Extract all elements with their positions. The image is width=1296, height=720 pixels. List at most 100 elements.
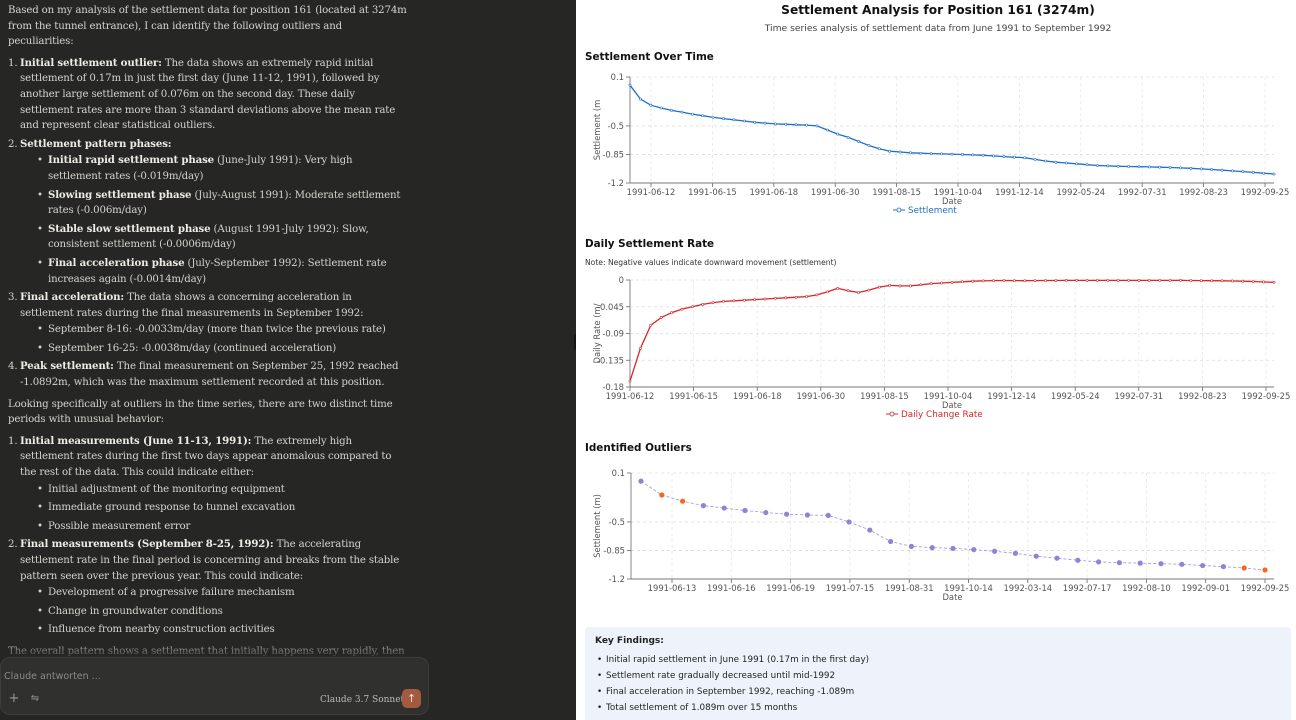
numbered-item: 1. Initial measurements (June 11-13, 1991… xyxy=(8,434,408,535)
data-point xyxy=(742,298,746,302)
data-point xyxy=(1002,279,1006,282)
x-tick-label: 1992-05-24 xyxy=(1051,391,1100,401)
data-point xyxy=(1096,278,1099,282)
sub-item-heading: Final acceleration phase xyxy=(48,256,185,269)
data-point xyxy=(1272,280,1276,284)
y-axis-label: Daily Rate (m/ xyxy=(592,303,602,363)
data-point xyxy=(1158,278,1162,282)
item-heading: Initial measurements (June 11-13, 1991): xyxy=(20,434,252,447)
data-point xyxy=(659,316,663,319)
sub-item: Initial rapid settlement phase (June-Jul… xyxy=(36,153,408,184)
data-point xyxy=(1272,172,1276,176)
y-tick-label: -0.135 xyxy=(597,355,624,365)
item-number: 2. xyxy=(8,539,18,551)
item-text: The final measurement on September 25, 1… xyxy=(20,361,399,389)
data-point xyxy=(960,280,964,284)
data-point xyxy=(950,152,954,156)
x-axis-label: Date xyxy=(942,196,962,206)
data-point xyxy=(1054,160,1058,164)
y-axis-label: Settlement (m) xyxy=(592,494,602,558)
data-point xyxy=(649,323,653,327)
data-point xyxy=(929,282,933,285)
data-point xyxy=(1085,278,1089,282)
message-composer: + ⇋ Claude 3.7 Sonnet⌄ ↑ xyxy=(0,657,429,715)
legend-label: Daily Change Rate xyxy=(901,410,983,420)
sliders-icon[interactable]: ⇋ xyxy=(30,693,40,704)
data-point xyxy=(1137,165,1141,169)
x-tick-label: 1991-06-18 xyxy=(733,391,782,401)
data-point xyxy=(805,123,808,127)
data-point xyxy=(690,112,694,116)
sub-item-text: Change in groundwater conditions xyxy=(48,605,223,617)
data-point xyxy=(908,543,914,549)
data-point xyxy=(1054,279,1058,282)
data-point xyxy=(1200,562,1206,569)
key-findings: Key Findings: Initial rapid settlement i… xyxy=(585,627,1291,720)
x-tick-label: 1992-07-31 xyxy=(1114,391,1163,401)
data-point xyxy=(1231,169,1234,173)
sub-item: Change in groundwater conditions xyxy=(36,604,408,620)
x-tick-label: 1992-09-01 xyxy=(1181,583,1230,593)
sub-item: Initial adjustment of the monitoring equ… xyxy=(36,482,408,498)
legend-label: Settlement xyxy=(908,206,957,216)
numbered-item: 2.Settlement pattern phases: Initial rapi… xyxy=(8,137,408,287)
data-point xyxy=(1012,279,1016,282)
y-tick-label: -0.18 xyxy=(602,382,624,392)
x-tick-label: 1991-06-12 xyxy=(627,187,676,197)
x-tick-label: 1991-08-31 xyxy=(885,583,934,593)
data-point xyxy=(794,123,798,127)
sub-item-text: Immediate ground response to tunnel exca… xyxy=(48,502,296,514)
plus-icon[interactable]: + xyxy=(8,691,20,706)
page-title: Settlement Analysis for Position 161 (32… xyxy=(781,3,1095,17)
data-point xyxy=(711,115,715,119)
x-tick-label: 1991-06-13 xyxy=(648,583,697,593)
item-number: 3. xyxy=(8,292,18,304)
x-axis-label: Date xyxy=(942,592,962,602)
data-point xyxy=(867,527,873,533)
data-point xyxy=(1137,560,1143,566)
y-tick-label: -0.5 xyxy=(608,121,624,131)
data-point xyxy=(1116,278,1120,282)
sub-item-text: September 8-16: -0.0033m/day (more than … xyxy=(48,324,386,336)
reply-input[interactable] xyxy=(4,668,304,684)
item-number: 2. xyxy=(8,138,18,150)
outlier-point xyxy=(680,498,686,504)
item-heading: Final measurements (September 8-25, 1992… xyxy=(20,538,274,551)
x-tick-label: 1992-03-14 xyxy=(1003,583,1052,593)
data-point xyxy=(794,295,798,299)
data-point xyxy=(804,512,810,518)
y-tick-label: -0.85 xyxy=(603,545,625,555)
sub-item: September 16-25: -0.0038m/day (continued… xyxy=(36,341,408,357)
send-button[interactable]: ↑ xyxy=(402,689,421,708)
x-tick-label: 1992-05-24 xyxy=(1056,187,1105,197)
data-point xyxy=(1158,165,1162,169)
data-point xyxy=(1168,278,1172,282)
y-tick-label: 0.1 xyxy=(611,72,624,82)
data-point xyxy=(857,140,860,143)
numbered-item: 1. Initial settlement outlier: The data s… xyxy=(8,56,408,134)
data-point xyxy=(1220,168,1224,172)
intro-paragraph: Based on my analysis of the settlement d… xyxy=(8,5,407,48)
x-tick-label: 1991-06-18 xyxy=(749,187,798,197)
data-point xyxy=(1127,278,1130,282)
x-tick-label: 1991-06-16 xyxy=(707,583,756,593)
sub-item: September 8-16: -0.0033m/day (more than … xyxy=(36,322,408,338)
data-point xyxy=(638,346,642,350)
legend-marker xyxy=(896,207,902,213)
data-point xyxy=(742,507,748,514)
data-point xyxy=(1054,555,1060,561)
model-selector[interactable]: Claude 3.7 Sonnet⌄ xyxy=(320,694,413,706)
data-point xyxy=(774,297,777,300)
series-line xyxy=(629,279,1275,382)
item-number: 4. xyxy=(8,361,18,373)
outlier-periods-list: 1. Initial measurements (June 11-13, 1991… xyxy=(8,434,408,638)
assistant-message: Based on my analysis of the settlement d… xyxy=(8,3,408,712)
numbered-item: 2. Final measurements (September 8-25, 19… xyxy=(8,537,408,638)
data-point xyxy=(1096,559,1102,565)
data-point xyxy=(1199,167,1203,171)
sub-item: Influence from nearby construction activ… xyxy=(36,622,408,638)
y-tick-label: -0.045 xyxy=(597,302,624,312)
data-point xyxy=(659,106,663,110)
sub-item: Possible measurement error xyxy=(36,519,408,535)
data-point xyxy=(1002,155,1006,158)
